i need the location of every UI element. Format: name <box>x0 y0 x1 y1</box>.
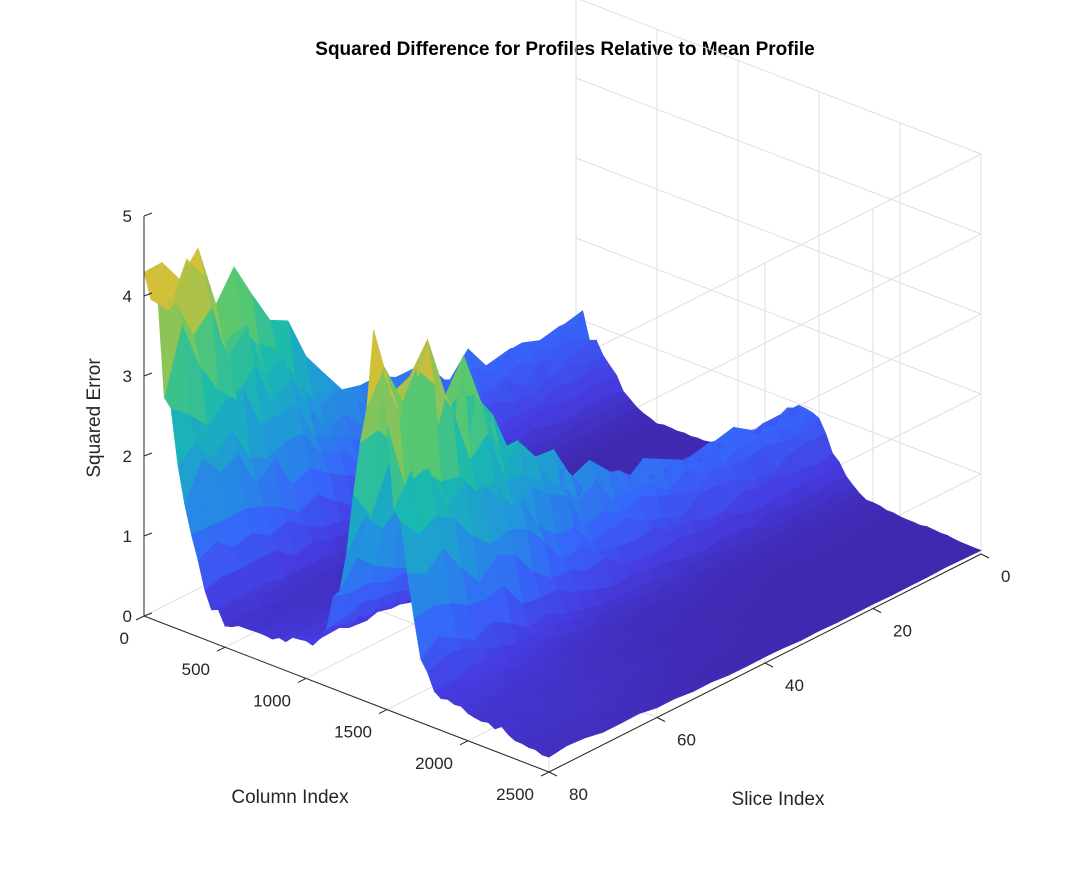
z-tick-label: 5 <box>123 207 132 226</box>
z-tick <box>143 452 153 457</box>
axis-lines <box>135 212 990 777</box>
y-tick-label: 40 <box>785 676 804 695</box>
gridline <box>575 237 982 395</box>
z-tick <box>143 212 153 217</box>
z-tick <box>143 372 153 377</box>
z-axis-title: Squared Error <box>84 358 105 478</box>
x-tick-label: 500 <box>182 660 210 679</box>
y-tick <box>656 717 666 722</box>
x-tick <box>297 677 307 683</box>
y-tick <box>980 553 990 559</box>
gridline <box>575 157 982 315</box>
x-tick <box>135 615 145 621</box>
x-tick <box>216 646 226 652</box>
z-tick-label: 2 <box>123 447 132 466</box>
z-tick <box>143 612 153 617</box>
x-axis-title: Column Index <box>231 787 349 808</box>
x-tick-label: 2500 <box>496 785 534 804</box>
z-tick <box>143 532 153 537</box>
y-tick <box>764 662 774 668</box>
z-tick-label: 4 <box>123 287 132 306</box>
y-tick-label: 80 <box>569 785 588 804</box>
z-tick-label: 3 <box>123 367 132 386</box>
y-tick <box>548 771 558 777</box>
y-axis-title: Slice Index <box>732 789 825 810</box>
surface-patch <box>143 261 170 311</box>
x-tick <box>378 709 388 715</box>
tick-labels: 0 1 2 3 4 5 0 500 1000 1500 2000 2500 0 20 40 60 80 <box>120 207 1011 804</box>
gridline <box>548 153 982 373</box>
surface-mesh <box>143 247 982 758</box>
x-tick-label: 1500 <box>334 723 372 742</box>
z-tick-label: 1 <box>123 527 132 546</box>
x-tick <box>459 740 469 746</box>
x-tick-label: 2000 <box>415 754 453 773</box>
x-tick <box>540 771 550 777</box>
gridline <box>575 317 982 475</box>
y-tick-label: 0 <box>1001 567 1010 586</box>
y-tick-label: 20 <box>893 622 912 641</box>
y-tick-label: 60 <box>677 731 696 750</box>
y-tick <box>872 608 882 613</box>
z-tick-label: 0 <box>123 607 132 626</box>
x-tick-label: 0 <box>120 629 129 648</box>
chart-title: Squared Difference for Profiles Relative… <box>315 39 814 60</box>
z-tick <box>143 292 153 297</box>
x-axis-line <box>143 615 550 773</box>
gridline <box>579 0 982 155</box>
gridline <box>575 77 982 235</box>
x-tick-label: 1000 <box>253 691 291 710</box>
